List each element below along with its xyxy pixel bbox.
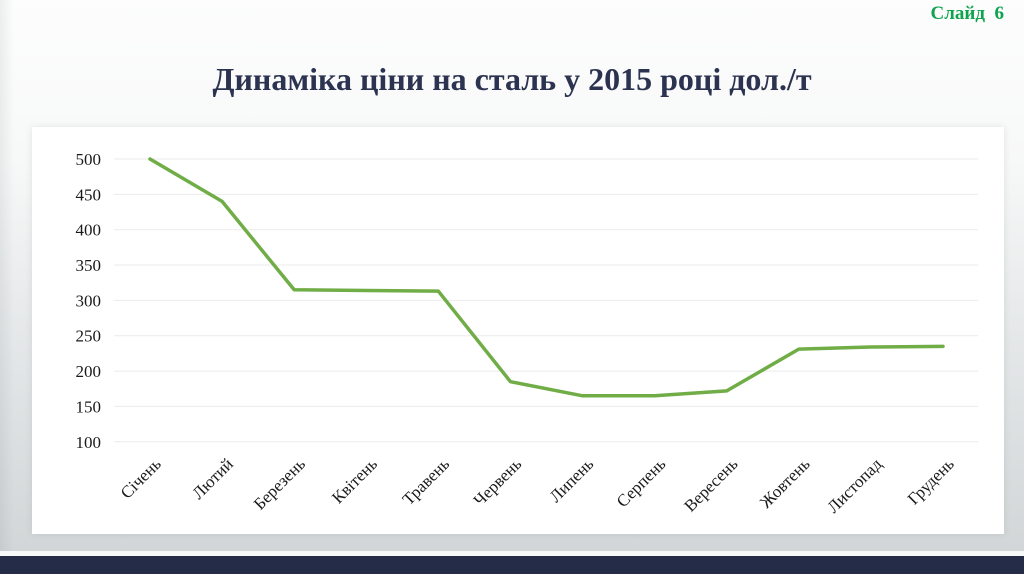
x-axis-tick-label: Листопад	[823, 454, 886, 517]
x-axis-tick-label: Липень	[546, 454, 598, 506]
y-axis-tick-label: 150	[76, 397, 102, 416]
x-axis-tick-label: Травень	[399, 454, 454, 509]
x-axis-tick-label: Січень	[117, 454, 165, 502]
x-axis-tick-label: Червень	[470, 454, 526, 510]
chart-panel: 100 150 200 250 300 350 400 450 500 Січень Лютий Бе…	[32, 127, 1004, 534]
y-axis-tick-label: 500	[76, 150, 102, 169]
x-axis-tick-label: Березень	[250, 454, 309, 513]
x-axis-tick-label: Серпень	[613, 454, 670, 511]
x-axis-tick-label: Лютий	[188, 454, 237, 503]
footer-light-strip	[0, 551, 1024, 556]
price-line	[148, 157, 945, 398]
y-axis-tick-label: 400	[76, 221, 102, 240]
x-axis-tick-label: Грудень	[904, 454, 958, 508]
line-chart: 100 150 200 250 300 350 400 450 500 Січень Лютий Бе…	[76, 150, 978, 517]
x-axis-tick-label: Жовтень	[756, 454, 814, 512]
footer-navy-bar	[0, 556, 1024, 574]
y-axis-tick-label: 250	[76, 327, 102, 346]
y-axis-tick-label: 350	[76, 256, 102, 275]
x-axis-tick-label: Квітень	[328, 454, 381, 507]
y-axis-tick-label: 450	[76, 185, 102, 204]
y-axis-tick-label: 200	[76, 362, 102, 381]
y-axis-tick-label: 100	[76, 433, 102, 452]
slide-number-label: Слайд 6	[930, 3, 1004, 24]
y-axis-tick-label: 300	[76, 291, 102, 310]
slide-title: Динаміка ціни на сталь у 2015 році дол./…	[212, 61, 812, 97]
x-axis-tick-label: Вересень	[680, 454, 741, 515]
